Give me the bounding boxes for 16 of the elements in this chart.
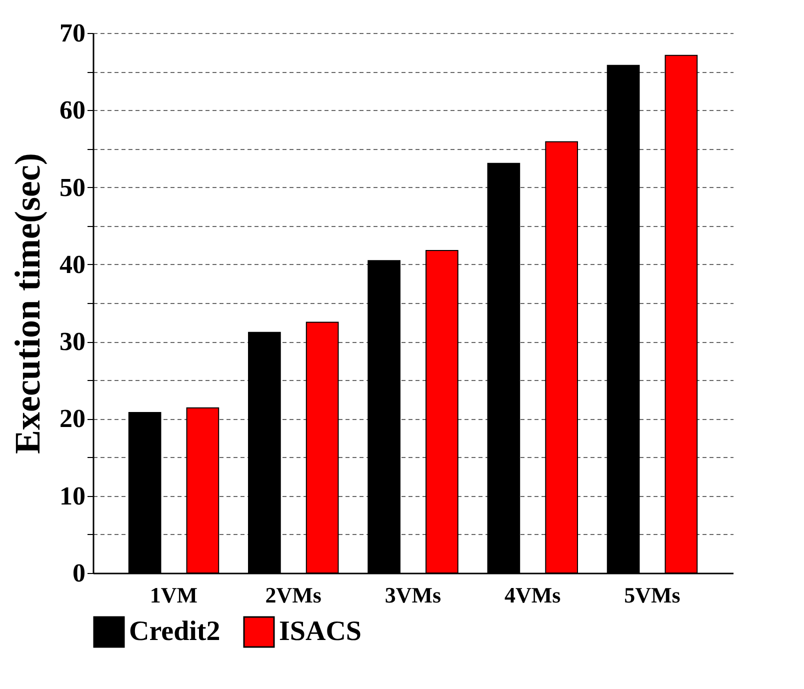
x-tick-label: 2VMs bbox=[265, 582, 322, 608]
x-tick-label: 4VMs bbox=[504, 582, 562, 608]
x-tick-label: 3VMs bbox=[384, 582, 442, 608]
y-axis-title: Execution time(sec) bbox=[8, 153, 48, 454]
y-tick-label: 50 bbox=[60, 172, 86, 202]
y-tick-label: 20 bbox=[60, 404, 86, 434]
y-tick-label: 40 bbox=[60, 250, 86, 279]
legend-label: ISACS bbox=[279, 616, 362, 647]
y-tick-label: 70 bbox=[60, 18, 86, 48]
y-tick-label: 0 bbox=[72, 558, 86, 588]
y-tick-label: 60 bbox=[60, 96, 86, 125]
x-tick-label: 1VM bbox=[150, 582, 198, 608]
y-tick-label: 10 bbox=[60, 481, 86, 510]
x-tick-label: 5VMs bbox=[624, 582, 681, 608]
legend-label: Credit2 bbox=[129, 616, 220, 647]
y-tick-label: 30 bbox=[60, 327, 86, 356]
